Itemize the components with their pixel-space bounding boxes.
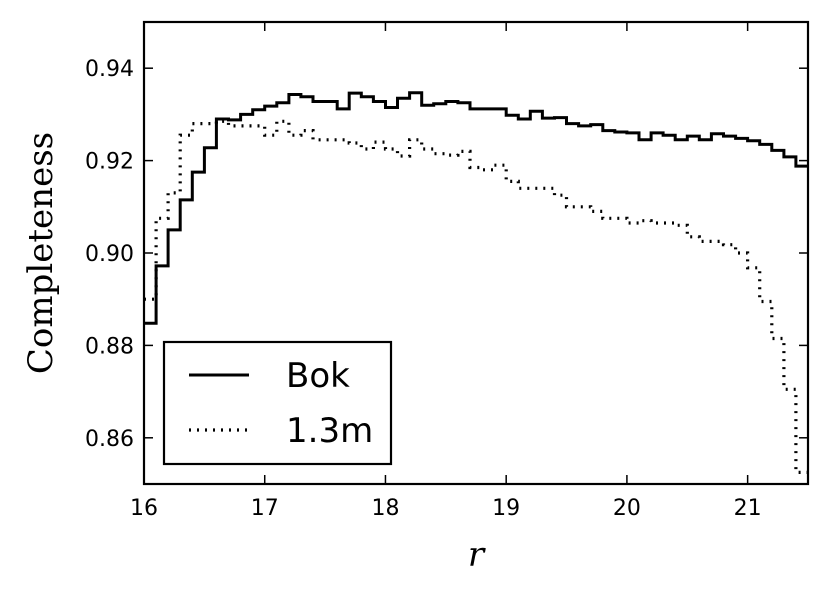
x-tick-label: 17 [251,496,279,521]
x-tick-label: 16 [130,496,158,521]
x-tick-label: 19 [492,496,520,521]
series-layer [144,91,808,474]
x-tick-label: 18 [371,496,399,521]
plot-frame [142,20,810,486]
y-tick-label: 0.86 [85,427,134,452]
x-tick-label: 21 [734,496,762,521]
x-tick-label: 20 [613,496,641,521]
legend-box [162,340,393,466]
y-tick-label: 0.92 [85,150,134,175]
tick-layer: 16 17 18 19 20 21 0.86 0.88 0.90 0.92 0.94 [85,22,808,521]
legend-label-0: Bok [286,356,350,396]
legend: Bok 1.3m [162,340,393,466]
y-tick-label: 0.90 [85,242,134,267]
series-line-1 [144,119,808,474]
x-axis-title: r [468,535,486,575]
series-line-0 [144,91,808,325]
y-tick-label: 0.88 [85,334,134,359]
y-axis-title: Completeness [21,132,61,374]
y-tick-label: 0.94 [85,57,134,82]
legend-label-1: 1.3m [286,411,373,451]
